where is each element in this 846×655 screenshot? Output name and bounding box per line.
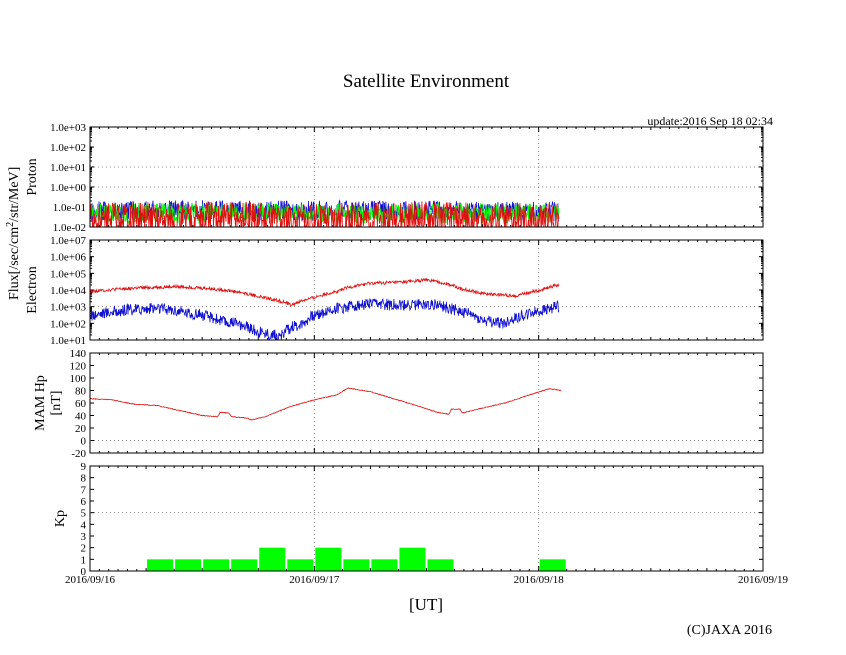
series-line-red xyxy=(90,387,562,421)
y-tick-label: 2 xyxy=(81,543,87,555)
y-tick-label: 1 xyxy=(81,554,87,566)
x-tick-label: 2016/09/17 xyxy=(289,574,340,586)
kp-bar xyxy=(287,559,314,571)
y-tick-label: 1.0e+02 xyxy=(50,142,86,154)
y-tick-label: 1.0e+06 xyxy=(50,252,86,264)
chart-title: Satellite Environment xyxy=(343,71,510,92)
y-tick-label: 100 xyxy=(70,373,87,385)
y-tick-label: 1.0e+03 xyxy=(50,302,86,314)
y-tick-label: 7 xyxy=(81,484,87,496)
panel-ylabel: Kp xyxy=(53,510,68,527)
series-line-red xyxy=(90,201,560,227)
panel-proton: 1.0e-02 1.0e-01 1.0e+00 1.0e+01 1.0e+02 1.0e+… xyxy=(25,122,764,234)
x-axis-unit-label: [UT] xyxy=(409,595,443,614)
panel-ylabel: Proton xyxy=(25,158,40,195)
kp-bar xyxy=(203,559,230,571)
panel-frame xyxy=(89,126,764,228)
y-tick-label: 1.0e+04 xyxy=(50,285,86,297)
kp-bar xyxy=(539,559,566,571)
series-line-green xyxy=(90,201,560,224)
panel-frame xyxy=(89,239,764,341)
y-tick-label: 1.0e+01 xyxy=(50,335,86,347)
y-tick-label: 1.0e+03 xyxy=(50,122,86,134)
kp-bar xyxy=(399,547,426,571)
panel-electron: 1.0e+01 1.0e+02 1.0e+03 1.0e+04 1.0e+05 1.0e+… xyxy=(25,235,764,347)
copyright-text: (C)JAXA 2016 xyxy=(687,623,772,638)
panel-ylabel: MAM Hp xyxy=(33,375,48,431)
y-tick-label: -20 xyxy=(71,448,86,460)
kp-bar xyxy=(259,547,286,571)
x-tick-label: 2016/09/18 xyxy=(514,574,565,586)
y-tick-label: 6 xyxy=(81,496,87,508)
y-tick-label: 0 xyxy=(81,436,87,448)
y-tick-label: 1.0e+00 xyxy=(50,182,86,194)
kp-bar xyxy=(343,559,370,571)
x-tick-label: 2016/09/19 xyxy=(738,574,789,586)
y-tick-label: 1.0e+07 xyxy=(50,235,86,247)
panel-frame xyxy=(89,465,764,572)
y-tick-label: 80 xyxy=(75,386,87,398)
series-line-red xyxy=(90,277,560,308)
y-tick-label: 120 xyxy=(70,361,87,373)
y-tick-label: 1.0e-01 xyxy=(53,202,86,214)
y-tick-label: 140 xyxy=(70,348,87,360)
y-tick-label: 0 xyxy=(81,566,87,578)
kp-bar xyxy=(231,559,258,571)
panel-ylabel-unit: [nT] xyxy=(49,391,64,416)
kp-bar xyxy=(175,559,202,571)
kp-bar xyxy=(371,559,398,571)
flux-axis-label: Flux[/sec/cm2/str/MeV] xyxy=(5,167,22,300)
panels: 1.0e-021.0e-011.0e+001.0e+011.0e+021.0e+… xyxy=(25,122,789,586)
y-tick-label: 40 xyxy=(75,411,87,423)
y-tick-label: 3 xyxy=(81,531,87,543)
y-tick-label: 1.0e+02 xyxy=(50,318,86,330)
y-tick-label: 20 xyxy=(75,423,87,435)
kp-bar xyxy=(147,559,174,571)
series-line-blue xyxy=(90,298,560,340)
x-tick-label: 2016/09/16 xyxy=(65,574,116,586)
panel-frame xyxy=(89,352,764,454)
y-tick-label: 60 xyxy=(75,398,87,410)
panel-ylabel: Electron xyxy=(25,266,40,313)
y-tick-label: 9 xyxy=(81,461,87,473)
kp-bar xyxy=(427,559,454,571)
y-tick-label: 1.0e+01 xyxy=(50,162,86,174)
y-tick-label: 8 xyxy=(81,473,87,485)
y-tick-label: 5 xyxy=(81,508,87,520)
update-timestamp: update:2016 Sep 18 02:34 xyxy=(647,114,773,128)
kp-bar xyxy=(315,547,342,571)
y-tick-label: 1.0e+05 xyxy=(50,268,86,280)
y-tick-label: 1.0e-02 xyxy=(53,222,86,234)
y-tick-label: 4 xyxy=(81,519,87,531)
